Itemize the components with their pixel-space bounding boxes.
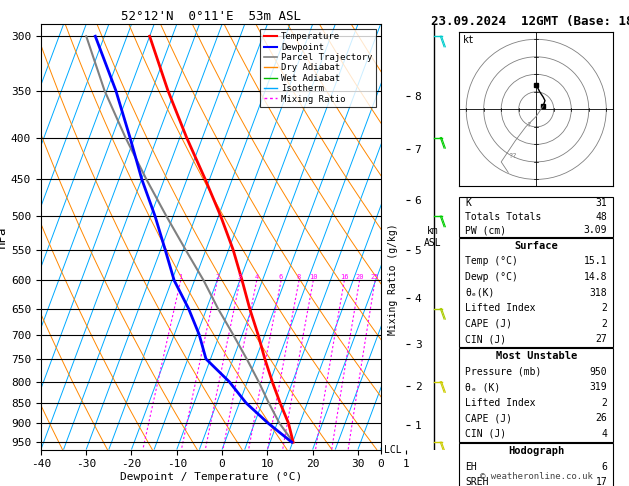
Text: 16: 16	[340, 275, 348, 280]
Text: 1: 1	[179, 275, 183, 280]
Text: Totals Totals: Totals Totals	[465, 212, 542, 222]
Text: Dewp (°C): Dewp (°C)	[465, 272, 518, 282]
Text: Hodograph: Hodograph	[508, 446, 564, 456]
Text: 8: 8	[297, 275, 301, 280]
Text: Surface: Surface	[515, 241, 558, 251]
Text: CAPE (J): CAPE (J)	[465, 414, 513, 423]
Text: θₑ (K): θₑ (K)	[465, 382, 501, 392]
Text: SREH: SREH	[465, 477, 489, 486]
Text: 6: 6	[601, 462, 607, 471]
Text: 3.09: 3.09	[584, 225, 607, 235]
Title: 52°12'N  0°11'E  53m ASL: 52°12'N 0°11'E 53m ASL	[121, 10, 301, 23]
Text: Lifted Index: Lifted Index	[465, 398, 536, 408]
Text: 10: 10	[309, 275, 318, 280]
Y-axis label: hPa: hPa	[0, 226, 8, 248]
Text: 4: 4	[601, 429, 607, 439]
Text: Temp (°C): Temp (°C)	[465, 257, 518, 266]
X-axis label: Dewpoint / Temperature (°C): Dewpoint / Temperature (°C)	[120, 472, 302, 482]
Text: ??: ??	[508, 154, 516, 159]
Text: 25: 25	[371, 275, 379, 280]
Text: 2: 2	[601, 398, 607, 408]
Text: CIN (J): CIN (J)	[465, 429, 506, 439]
Text: 6: 6	[279, 275, 283, 280]
Text: 14.8: 14.8	[584, 272, 607, 282]
Text: θₑ(K): θₑ(K)	[465, 288, 495, 297]
Text: 17: 17	[596, 477, 607, 486]
Text: CIN (J): CIN (J)	[465, 334, 506, 344]
Text: 2: 2	[601, 319, 607, 329]
Text: EH: EH	[465, 462, 477, 471]
Text: Mixing Ratio (g/kg): Mixing Ratio (g/kg)	[388, 224, 398, 335]
Y-axis label: km
ASL: km ASL	[424, 226, 442, 248]
Text: 15.1: 15.1	[584, 257, 607, 266]
Text: Most Unstable: Most Unstable	[496, 351, 577, 361]
Text: 2: 2	[601, 303, 607, 313]
Text: 319: 319	[589, 382, 607, 392]
Text: 318: 318	[589, 288, 607, 297]
Text: kt: kt	[463, 35, 474, 45]
Text: PW (cm): PW (cm)	[465, 225, 506, 235]
Legend: Temperature, Dewpoint, Parcel Trajectory, Dry Adiabat, Wet Adiabat, Isotherm, Mi: Temperature, Dewpoint, Parcel Trajectory…	[260, 29, 376, 107]
Text: 20: 20	[355, 275, 364, 280]
Text: ?: ?	[526, 122, 530, 128]
Text: 3: 3	[238, 275, 242, 280]
Text: 23.09.2024  12GMT (Base: 18): 23.09.2024 12GMT (Base: 18)	[431, 15, 629, 28]
Text: 4: 4	[255, 275, 259, 280]
Text: 950: 950	[589, 367, 607, 377]
Text: 31: 31	[596, 198, 607, 208]
Text: LCL: LCL	[384, 445, 402, 455]
Text: 26: 26	[596, 414, 607, 423]
Text: 48: 48	[596, 212, 607, 222]
Text: K: K	[465, 198, 471, 208]
Text: © weatheronline.co.uk: © weatheronline.co.uk	[480, 472, 593, 481]
Text: Lifted Index: Lifted Index	[465, 303, 536, 313]
Text: Pressure (mb): Pressure (mb)	[465, 367, 542, 377]
Text: 27: 27	[596, 334, 607, 344]
Text: CAPE (J): CAPE (J)	[465, 319, 513, 329]
Text: 2: 2	[215, 275, 220, 280]
